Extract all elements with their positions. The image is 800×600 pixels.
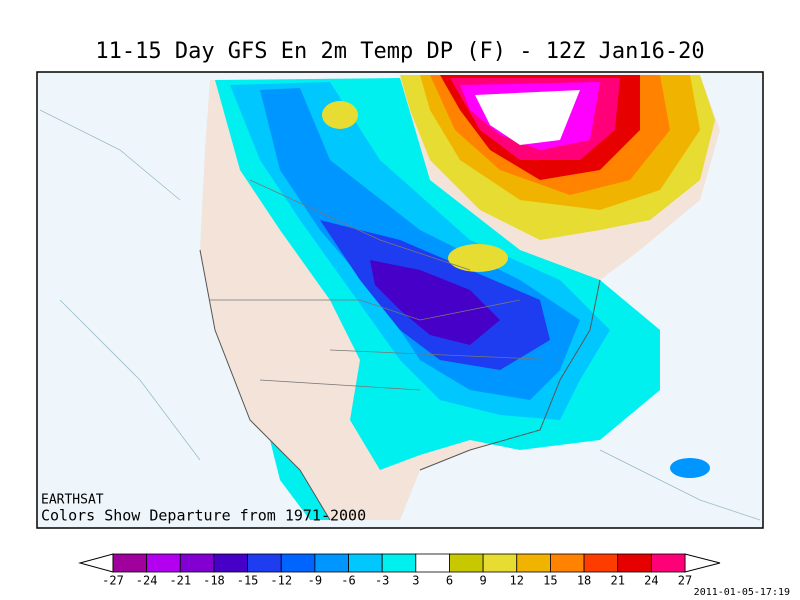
colorbar-label: 24 [644,574,658,588]
colorbar-label: -3 [375,574,389,588]
title: 11-15 Day GFS En 2m Temp DP (F) - 12Z Ja… [95,39,704,64]
colorbar-box [583,553,619,573]
colorbar-label: 12 [510,574,524,588]
colorbar-label: 18 [577,574,591,588]
colorbar-box [280,553,316,573]
timestamp: 2011-01-05-17:19 [694,587,790,598]
colorbar-box [247,553,282,573]
colorbar-arrow-right [684,553,721,573]
colorbar-arrow-left [78,553,114,573]
colorbar-box [179,553,215,573]
colorbar-box [314,553,349,573]
colorbar-box [381,553,417,573]
colorbar-box [650,553,686,573]
colorbar-box [348,553,383,573]
colorbar-label: -12 [270,574,292,588]
colorbar-label: -6 [341,574,355,588]
colorbar-label: -21 [169,574,191,588]
colorbar-label: -18 [203,574,225,588]
colorbar-box [213,553,248,573]
note: Colors Show Departure from 1971-2000 [41,507,366,525]
colorbar-box [617,553,652,573]
credit: EARTHSAT [41,493,104,508]
colorbar-box [550,553,585,573]
colorbar-label: -9 [308,574,322,588]
colorbar-label: -15 [237,574,259,588]
colorbar-box [449,553,484,573]
colorbar-label: -24 [136,574,158,588]
colorbar-box [112,553,148,573]
colorbar-label: 3 [412,574,419,588]
colorbar-label: 9 [480,574,487,588]
colorbar-box [516,553,551,573]
colorbar-label: 6 [446,574,453,588]
colorbar-box [482,553,518,573]
map [37,72,763,528]
colorbar: -27 -24 -21 -18 -15 -12 -9 -6 -3 3 6 9 12 15 18 21 24 27 [78,553,721,588]
colorbar-label: 15 [543,574,557,588]
colorbar-box [146,553,181,573]
colorbar-box [415,553,450,573]
colorbar-label: 21 [610,574,624,588]
colorbar-label: -27 [102,574,124,588]
colorbar-label: 27 [678,574,692,588]
